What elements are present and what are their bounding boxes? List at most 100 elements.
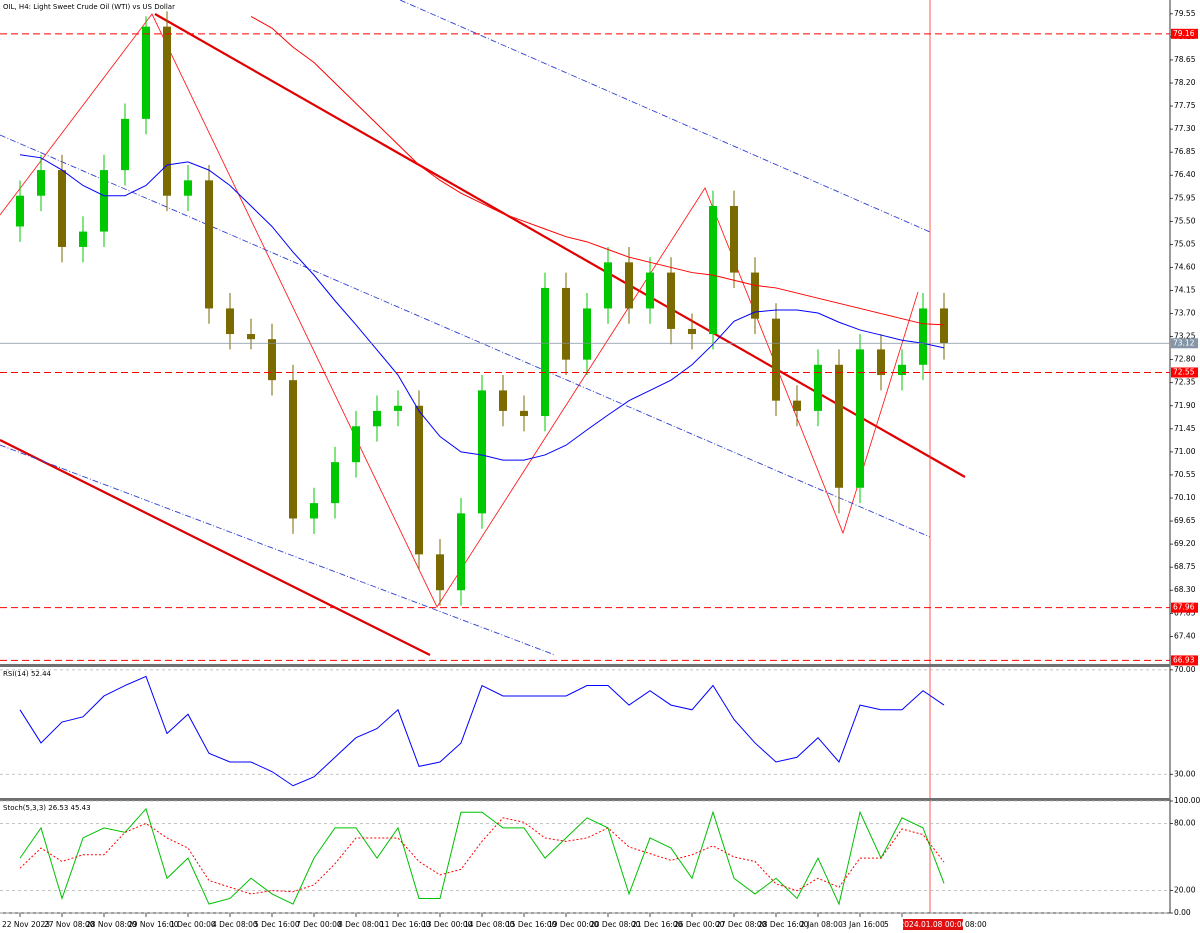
y-tick-label: 71.45 <box>1174 424 1196 433</box>
candle-body <box>520 410 528 417</box>
level-label-box <box>1171 367 1198 378</box>
y-tick-label: 73.25 <box>1174 332 1196 341</box>
x-tick-label: 7 Dec 00:00 <box>296 920 342 929</box>
trend-line <box>154 13 966 478</box>
moving-average <box>19 154 945 461</box>
y-tick-label: 71.90 <box>1174 401 1196 410</box>
y-tick-label: 77.75 <box>1174 101 1196 110</box>
x-tick-label: 26 Dec 00:00 <box>674 920 725 929</box>
candle-body <box>478 390 486 514</box>
channel-line <box>0 134 931 538</box>
indicator-line <box>19 675 945 787</box>
x-tick-label: 22 Nov 2023 <box>2 920 50 929</box>
candle-body <box>58 170 66 247</box>
y-tick-label: 75.05 <box>1174 239 1196 248</box>
candle-body <box>331 462 339 504</box>
candle-body <box>583 308 591 360</box>
candle-body <box>772 318 780 401</box>
x-tick-label: 4 Dec 08:00 <box>212 920 258 929</box>
candle-body <box>688 328 696 335</box>
x-tick-label: 28 Nov 08:00 <box>86 920 137 929</box>
candle-body <box>457 513 465 591</box>
candle-body <box>499 390 507 411</box>
panel-title: OIL, H4: Light Sweet Crude Oil (WTI) vs … <box>3 3 175 11</box>
candle-body <box>793 400 801 411</box>
candle-body <box>625 262 633 309</box>
y-tick-label: 0.00 <box>1174 908 1191 917</box>
x-tick-label: 13 Dec 00:00 <box>422 920 473 929</box>
x-tick-label: 08:00 <box>965 920 987 929</box>
last-price-label: 73.12 <box>1173 338 1195 347</box>
x-tick-label: 20 Dec 08:00 <box>590 920 641 929</box>
moving-average <box>250 15 945 326</box>
candle-body <box>352 426 360 463</box>
candle-body <box>163 26 171 196</box>
candle-body <box>436 554 444 591</box>
y-tick-label: 80.00 <box>1174 818 1196 827</box>
level-label: 66.93 <box>1173 655 1195 664</box>
y-tick-label: 79.55 <box>1174 9 1196 18</box>
x-tick-label: 11 Dec 16:00 <box>380 920 431 929</box>
y-tick-label: 68.30 <box>1174 585 1196 594</box>
level-label-box <box>1171 602 1198 613</box>
y-tick-label: 78.65 <box>1174 55 1196 64</box>
candle-body <box>856 349 864 488</box>
candle-body <box>100 170 108 232</box>
y-tick-label: 74.60 <box>1174 262 1196 271</box>
y-tick-label: 78.20 <box>1174 78 1196 87</box>
panel-title: Stoch(5,3,3) 26.53 45.43 <box>3 804 91 812</box>
candle-body <box>16 195 24 227</box>
y-tick-label: 70.10 <box>1174 493 1196 502</box>
y-tick-label: 72.80 <box>1174 355 1196 364</box>
y-tick-label: 76.85 <box>1174 147 1196 156</box>
candle-body <box>709 205 717 335</box>
x-tick-label: 21 Dec 16:00 <box>632 920 683 929</box>
drawings <box>0 0 966 656</box>
indicator-line <box>19 817 945 895</box>
candle-body <box>310 503 318 519</box>
y-tick-label: 75.50 <box>1174 216 1196 225</box>
candle-body <box>226 308 234 335</box>
y-tick-label: 100.00 <box>1174 796 1200 805</box>
last-price-box <box>1171 338 1198 349</box>
x-tick-label: 19 Dec 00:00 <box>548 920 599 929</box>
candle-body <box>730 205 738 273</box>
candle-body <box>877 349 885 376</box>
candle-body <box>919 308 927 365</box>
y-tick-label: 77.30 <box>1174 124 1196 133</box>
candle-body <box>940 308 948 344</box>
x-tick-label: 8 Dec 08:00 <box>338 920 384 929</box>
y-tick-label: 69.20 <box>1174 539 1196 548</box>
trend-line <box>0 439 431 656</box>
y-tick-label: 67.40 <box>1174 631 1196 640</box>
x-tick-label: 5 <box>884 920 889 929</box>
cursor-label-box <box>903 919 963 930</box>
level-label: 72.55 <box>1173 367 1195 376</box>
y-tick-label: 71.00 <box>1174 447 1196 456</box>
x-tick-label: 1 Dec 00:00 <box>170 920 216 929</box>
candle-body <box>667 272 675 329</box>
candle-body <box>268 339 276 381</box>
x-tick-label: 2 Jan 08:00 <box>800 920 843 929</box>
panel-title: RSI(14) 52.44 <box>3 670 52 678</box>
cursor-label: 2024.01.08 00:00 <box>900 920 967 929</box>
y-tick-label: 76.40 <box>1174 170 1196 179</box>
candle-body <box>541 287 549 417</box>
candle-body <box>814 364 822 411</box>
x-tick-label: 15 Dec 16:00 <box>506 920 557 929</box>
candle-body <box>646 272 654 309</box>
candle-body <box>142 26 150 119</box>
y-tick-label: 72.35 <box>1174 378 1196 387</box>
level-label-box <box>1171 655 1198 666</box>
candle-body <box>289 380 297 519</box>
y-tick-label: 67.85 <box>1174 608 1196 617</box>
x-tick-label: 14 Dec 08:00 <box>464 920 515 929</box>
candle-body <box>835 364 843 488</box>
candle-body <box>79 231 87 247</box>
panel-separator <box>0 798 1170 801</box>
candle-body <box>247 334 255 340</box>
candle-body <box>373 410 381 427</box>
x-tick-label: 29 Nov 16:00 <box>128 920 179 929</box>
